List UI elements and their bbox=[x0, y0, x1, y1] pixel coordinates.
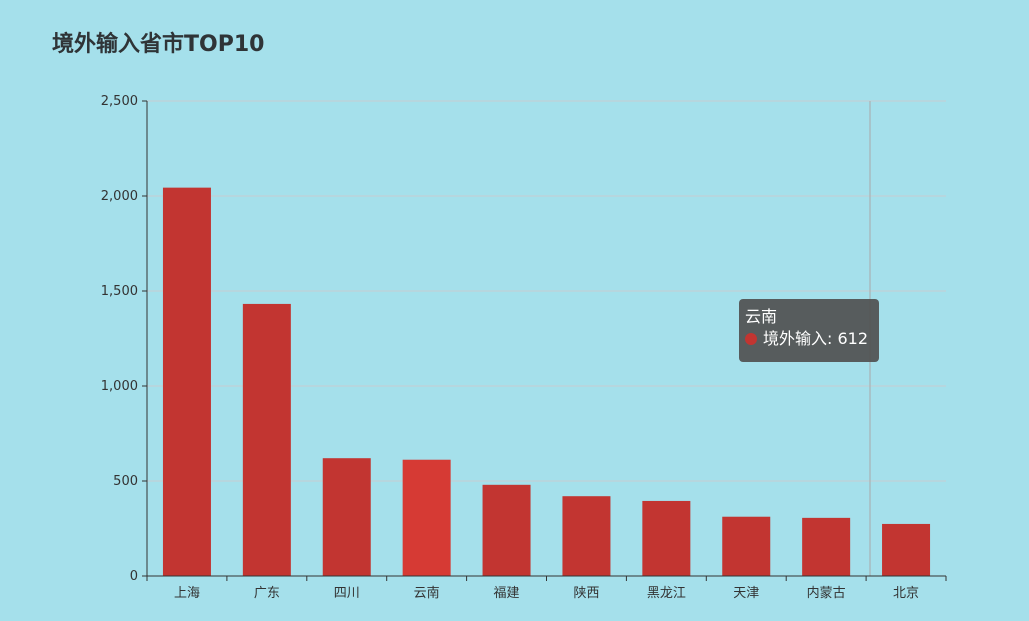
x-tick-label: 陕西 bbox=[573, 586, 599, 601]
y-tick-label: 0 bbox=[130, 569, 138, 584]
y-tick-label: 2,000 bbox=[101, 189, 138, 204]
tooltip-series-name: 境外输入 bbox=[763, 329, 828, 348]
y-tick-label: 500 bbox=[113, 474, 138, 489]
y-axis-ticks: 0 500 1,000 1,500 2,000 2,500 bbox=[101, 94, 147, 584]
tooltip-value: 612 bbox=[837, 329, 869, 348]
x-tick-label: 四川 bbox=[334, 586, 360, 601]
x-tick-label: 福建 bbox=[494, 586, 520, 601]
tooltip-separator: : bbox=[827, 329, 838, 348]
bar[interactable] bbox=[722, 516, 771, 576]
x-tick-label: 广东 bbox=[254, 586, 280, 601]
bar[interactable] bbox=[322, 458, 371, 576]
y-tick-label: 2,500 bbox=[101, 94, 138, 109]
tooltip: 云南 境外输入: 612 bbox=[739, 299, 879, 362]
chart-title: 境外输入省市TOP10 bbox=[52, 32, 265, 57]
x-tick-label: 黑龙江 bbox=[647, 586, 686, 601]
bars bbox=[162, 187, 931, 576]
x-tick-label: 天津 bbox=[733, 586, 759, 601]
bar[interactable] bbox=[242, 303, 291, 576]
bar[interactable] bbox=[882, 523, 931, 576]
x-tick-label: 上海 bbox=[174, 586, 200, 601]
y-tick-label: 1,500 bbox=[101, 284, 138, 299]
bar[interactable] bbox=[162, 187, 211, 576]
tooltip-marker-icon bbox=[745, 333, 757, 345]
y-tick-label: 1,000 bbox=[101, 379, 138, 394]
tooltip-row: 境外输入: 612 bbox=[745, 327, 873, 351]
bar[interactable] bbox=[562, 496, 611, 576]
bar[interactable] bbox=[482, 484, 531, 576]
x-axis-ticks: 上海 广东 四川 云南 福建 陕西 黑龙江 天津 内蒙古 北京 bbox=[146, 576, 947, 601]
x-tick-label: 内蒙古 bbox=[807, 585, 846, 601]
x-tick-label: 云南 bbox=[414, 585, 440, 601]
bar[interactable] bbox=[402, 459, 451, 576]
tooltip-title: 云南 bbox=[745, 307, 778, 326]
bar[interactable] bbox=[642, 500, 691, 576]
bar[interactable] bbox=[802, 517, 851, 576]
x-tick-label: 北京 bbox=[893, 586, 919, 601]
